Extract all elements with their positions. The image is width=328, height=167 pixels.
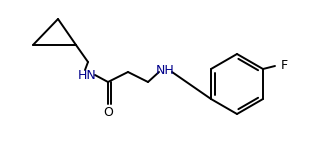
Text: F: F xyxy=(281,58,288,71)
Text: NH: NH xyxy=(155,63,174,76)
Text: HN: HN xyxy=(78,68,96,81)
Text: O: O xyxy=(103,106,113,119)
